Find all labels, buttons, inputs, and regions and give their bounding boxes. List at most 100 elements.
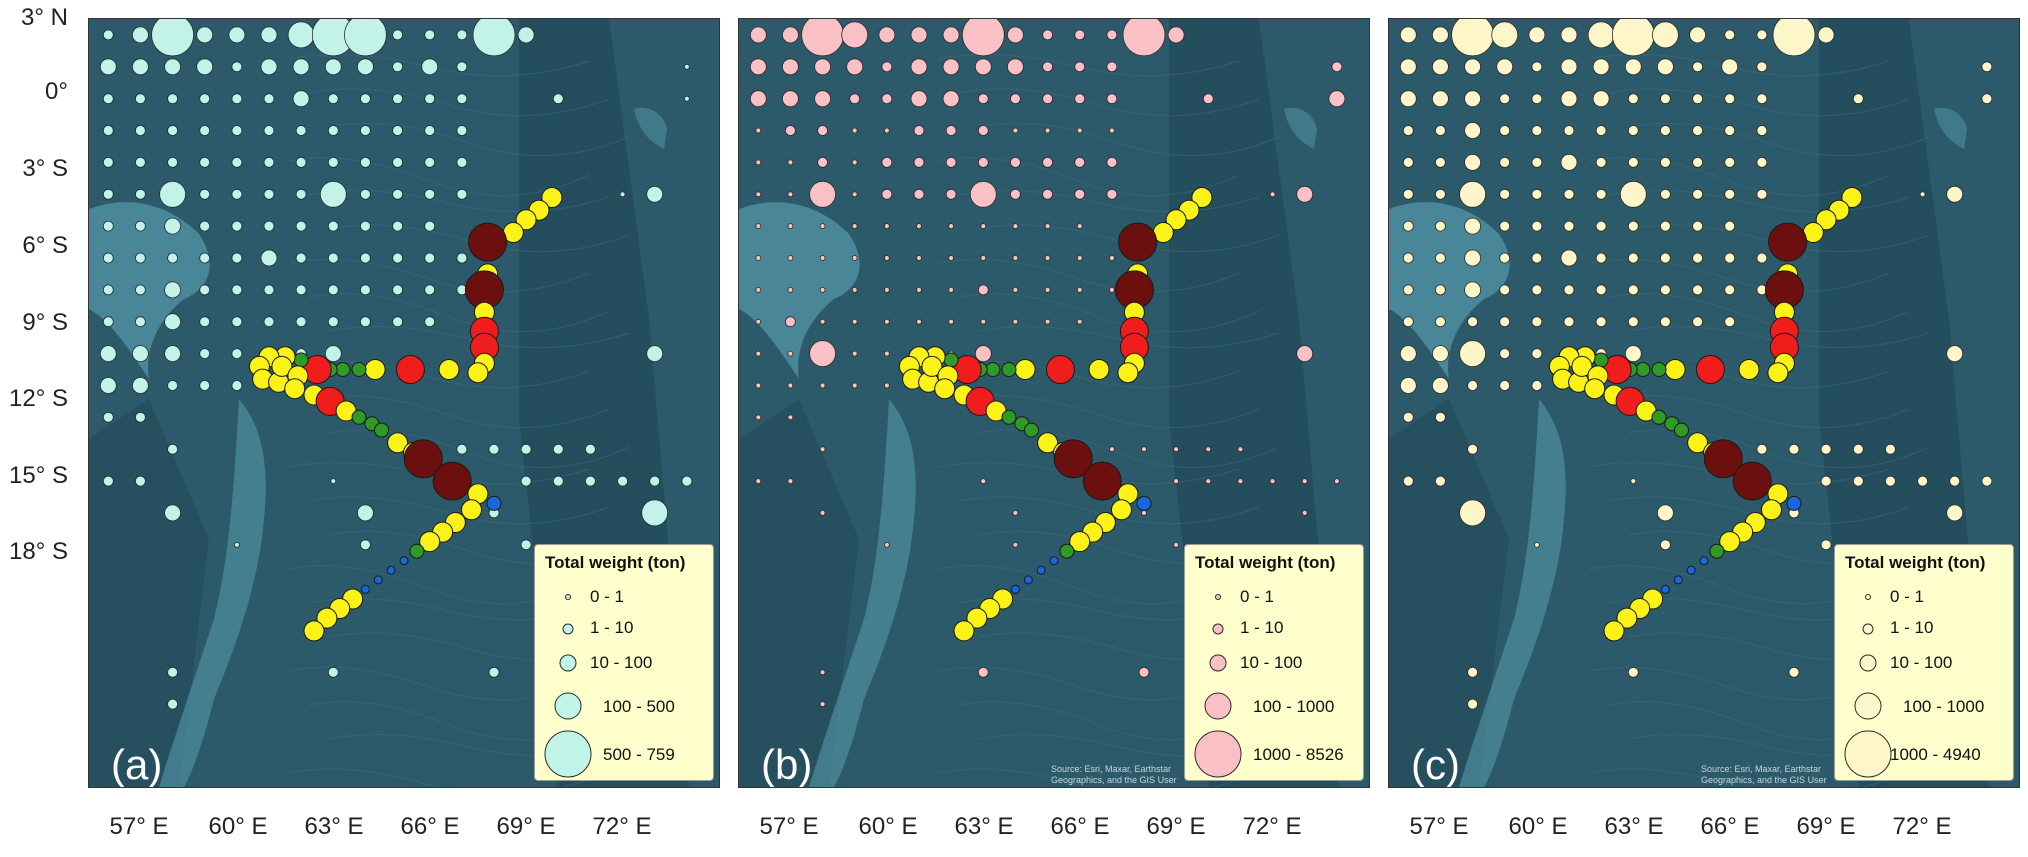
catch-circle <box>1852 475 1864 487</box>
fleet-marker <box>403 439 443 479</box>
chagos-bank <box>1284 107 1317 149</box>
bathymetry-line <box>328 325 630 349</box>
catch-circle <box>1560 153 1578 171</box>
fleet-marker <box>1001 362 1017 377</box>
catch-circle <box>1624 345 1642 363</box>
catch-circle <box>1106 61 1118 73</box>
bathymetry-line <box>1628 325 1930 349</box>
catch-circle <box>883 223 890 230</box>
catch-circle <box>295 252 307 264</box>
map-canvas-c <box>1389 19 2019 787</box>
catch-circle <box>841 21 869 49</box>
catch-circle <box>263 156 275 168</box>
bathymetry-line <box>308 496 610 525</box>
catch-circle <box>424 93 436 105</box>
catch-circle <box>787 286 794 293</box>
catch-circle <box>1464 281 1481 299</box>
catch-circle <box>1451 19 1494 57</box>
catch-circle <box>324 58 342 76</box>
catch-circle <box>1012 286 1019 293</box>
catch-circle <box>819 382 826 389</box>
fleet-marker <box>1695 355 1725 384</box>
catch-circle <box>1399 377 1417 394</box>
catch-circle <box>359 316 371 328</box>
map-panel-c[interactable]: (c) Source: Esri, Maxar, Earthstar Geogr… <box>1388 18 2020 788</box>
catch-circle <box>1560 90 1578 108</box>
bathymetry-line <box>1588 157 1890 197</box>
catch-circle <box>1724 284 1736 296</box>
catch-circle <box>359 93 371 105</box>
panel-letter-c: (c) <box>1411 741 1460 788</box>
catch-circle <box>199 156 211 168</box>
catch-circle <box>1296 345 1314 363</box>
catch-circle <box>292 58 310 76</box>
catch-circle <box>102 475 114 487</box>
bathymetry-line <box>1608 496 1910 525</box>
catch-circle <box>851 382 858 389</box>
catch-circle <box>1464 58 1481 76</box>
catch-circle <box>1756 443 1768 455</box>
fleet-marker <box>1699 556 1709 566</box>
catch-circle <box>1692 316 1704 328</box>
lat-label-3n: 3° N <box>21 4 68 31</box>
bathymetry-line <box>328 122 630 157</box>
legend-class-c-5: 1000 - 4940 <box>1890 745 1981 764</box>
bathymetry-line <box>958 496 1260 525</box>
fleet-marker <box>468 222 508 262</box>
catch-circle <box>199 316 211 328</box>
map-panel-b[interactable]: (b) Source: Esri, Maxar, Earthstar Geogr… <box>738 18 1370 788</box>
catch-circle <box>1884 475 1896 487</box>
lon-label-a-66: 66° E <box>400 813 460 840</box>
catch-circle <box>641 499 669 527</box>
catch-circle <box>819 446 826 453</box>
catch-circle <box>1499 156 1511 168</box>
catch-circle <box>199 188 211 200</box>
catch-circle <box>814 58 831 76</box>
catch-circle <box>1724 252 1736 264</box>
catch-circle <box>1756 156 1768 168</box>
catch-circle <box>359 252 371 264</box>
catch-circle <box>817 125 828 136</box>
catch-circle <box>472 19 516 57</box>
catch-circle <box>945 156 957 168</box>
catch-circle <box>424 316 436 328</box>
catch-circle <box>1106 156 1118 168</box>
mascarene-plateau <box>1459 399 1566 787</box>
catch-circle <box>167 698 178 710</box>
catch-circle <box>327 220 339 232</box>
catch-circle <box>755 127 762 134</box>
catch-circle <box>1432 90 1449 108</box>
catch-circle <box>1464 90 1481 108</box>
catch-circle <box>263 125 275 136</box>
catch-circle <box>1820 475 1832 487</box>
fleet-marker <box>966 607 988 629</box>
catch-circle <box>977 284 989 296</box>
catch-circle <box>910 26 928 44</box>
fleet-marker <box>985 362 1001 377</box>
catch-circle <box>1531 125 1543 136</box>
catch-circle <box>231 348 243 360</box>
catch-circle <box>424 125 436 136</box>
fleet-marker <box>360 584 370 594</box>
fleet-marker <box>374 422 389 438</box>
fleet-marker <box>1023 575 1033 585</box>
catch-circle <box>1499 188 1511 200</box>
catch-circle <box>883 541 890 548</box>
catch-circle <box>1659 284 1671 296</box>
fleet-marker <box>438 359 460 380</box>
catch-circle <box>1459 340 1486 368</box>
catch-circle <box>552 93 564 105</box>
catch-circle <box>1659 316 1671 328</box>
catch-circle <box>1108 446 1115 453</box>
fleet-marker <box>1673 575 1683 585</box>
catch-circle <box>199 93 211 105</box>
catch-circle <box>135 411 146 423</box>
catch-circle <box>327 93 339 105</box>
map-panel-a[interactable]: (a) Total weight (ton) 0 - 1 1 - 10 10 -… <box>88 18 720 788</box>
catch-circle <box>617 475 628 487</box>
catch-circle <box>1496 58 1514 76</box>
catch-circle <box>488 443 500 455</box>
catch-circle <box>292 90 310 108</box>
catch-circle <box>1076 318 1083 325</box>
catch-circle <box>1981 475 1993 487</box>
